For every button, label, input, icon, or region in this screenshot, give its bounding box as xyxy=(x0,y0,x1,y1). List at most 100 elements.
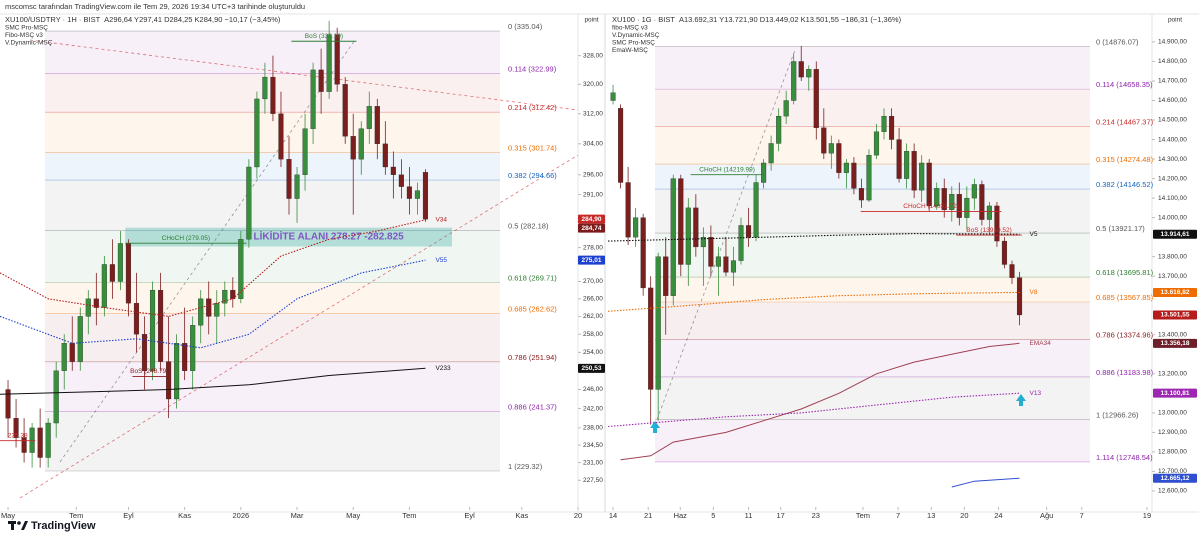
fib-label: 0.382 (294.66) xyxy=(508,171,557,180)
indicator-name: V8 xyxy=(1030,289,1038,296)
candle-body xyxy=(986,205,992,220)
price-tag-label: 284,90 xyxy=(582,216,602,223)
indicator-line xyxy=(607,233,1020,242)
candle-body xyxy=(166,361,172,400)
candle-body xyxy=(926,162,932,207)
x-tick-label: Haz xyxy=(674,511,688,520)
candle-body xyxy=(994,205,1000,242)
price-tag xyxy=(1153,229,1197,239)
price-tag xyxy=(578,363,605,373)
fib-band xyxy=(45,282,500,314)
trendline xyxy=(29,39,579,111)
price-tag-label: 13.356,18 xyxy=(1161,340,1190,347)
candle-body xyxy=(971,184,977,199)
candle-body xyxy=(708,237,714,267)
candle-body xyxy=(791,61,797,101)
logo-mark xyxy=(21,521,28,530)
fib-band xyxy=(655,233,1090,278)
y-tick-label: 14.300,00 xyxy=(1158,156,1187,163)
indicator-line xyxy=(607,392,1020,428)
candle-body xyxy=(633,217,639,238)
x-tick-label: Tem xyxy=(69,511,83,520)
y-tick-label: 238,00 xyxy=(583,425,603,432)
fib-label: 0.214 (14467.37) xyxy=(1096,117,1154,126)
price-tag-label: 13.616,82 xyxy=(1161,289,1190,296)
x-tick-label: 11 xyxy=(745,511,753,520)
logo-mark xyxy=(11,521,14,530)
fib-label: 1.114 (12748.54) xyxy=(1096,453,1153,462)
y-tick-label: 266,00 xyxy=(583,296,603,303)
fib-label: 0.618 (13695.81) xyxy=(1096,268,1154,277)
candle-body xyxy=(866,155,872,201)
fib-band xyxy=(45,180,500,231)
fib-band xyxy=(45,152,500,181)
x-tick-label: Kas xyxy=(178,511,191,520)
candle-body xyxy=(109,264,115,282)
candle-body xyxy=(670,178,676,296)
indicator-line xyxy=(607,291,1020,312)
candle-body xyxy=(125,243,131,304)
y-tick-label: 231,00 xyxy=(583,459,603,466)
candle-body xyxy=(326,34,332,92)
indicator-line xyxy=(0,367,426,395)
candle-body xyxy=(198,298,204,326)
candle-body xyxy=(700,237,706,248)
candle-body xyxy=(919,162,925,191)
candle-body xyxy=(956,194,962,218)
y-tick-label: 14.200,00 xyxy=(1158,175,1187,182)
x-tick-label: 13 xyxy=(927,511,935,520)
candle-body xyxy=(230,289,236,299)
structure-label: CHoCH (14031.72) xyxy=(903,203,959,210)
price-tag xyxy=(1153,388,1197,398)
fib-label: 0 (335.04) xyxy=(508,22,543,31)
candle-body xyxy=(730,260,737,273)
candle-body xyxy=(158,289,164,362)
chart-title: XU100 · 1G · BIST xyxy=(612,15,675,24)
candle-body xyxy=(374,106,380,145)
indicator-legend: V.Dynamic-MSÇ xyxy=(5,40,53,47)
y-tick-label: 14.100,00 xyxy=(1158,195,1187,202)
candle-body xyxy=(238,239,244,299)
candle-body xyxy=(358,128,364,160)
y-tick-label: 13.400,00 xyxy=(1158,331,1187,338)
x-tick-label: 19 xyxy=(1143,511,1151,520)
x-tick-label: Tem xyxy=(402,511,416,520)
candle-body xyxy=(350,136,356,160)
candle-body xyxy=(610,92,616,101)
candle-body xyxy=(745,225,752,238)
arrow-icon xyxy=(650,421,660,433)
price-tag-label: 13.914,61 xyxy=(1161,231,1190,238)
indicator-name: V233 xyxy=(435,365,451,372)
candle-body xyxy=(693,207,699,248)
fib-label: 0.886 (241.37) xyxy=(508,403,557,412)
y-tick-label: 13.800,00 xyxy=(1158,253,1187,260)
x-tick-label: Eyl xyxy=(123,511,134,520)
candle-body xyxy=(29,427,35,453)
y-tick-label: 242,00 xyxy=(583,405,603,412)
candle-body xyxy=(873,131,880,156)
candle-body xyxy=(254,98,260,168)
y-tick-label: 312,00 xyxy=(583,110,603,117)
candle-body xyxy=(753,182,759,238)
candle-body xyxy=(776,115,782,144)
x-tick-label: 5 xyxy=(711,511,715,520)
indicator-line xyxy=(0,259,426,349)
candle-body xyxy=(678,178,684,265)
price-tag xyxy=(1153,338,1197,348)
fib-band xyxy=(45,313,500,362)
x-tick-label: 7 xyxy=(1080,511,1084,520)
candle-body xyxy=(61,343,67,371)
header: mscomsc tarafından TradingView.com ile T… xyxy=(5,2,305,11)
candle-body xyxy=(723,256,729,273)
y-tick-label: 246,00 xyxy=(583,386,603,393)
y-tick-label: 258,00 xyxy=(583,331,603,338)
fib-band xyxy=(655,339,1090,377)
candle-body xyxy=(278,113,284,160)
candle-body xyxy=(13,418,19,438)
fib-band xyxy=(45,361,500,412)
fib-band xyxy=(655,164,1090,190)
y-tick-label: 13.000,00 xyxy=(1158,410,1187,417)
candle-body xyxy=(768,143,774,164)
indicator-legend: Fibo-MSÇ v3 xyxy=(5,32,43,39)
